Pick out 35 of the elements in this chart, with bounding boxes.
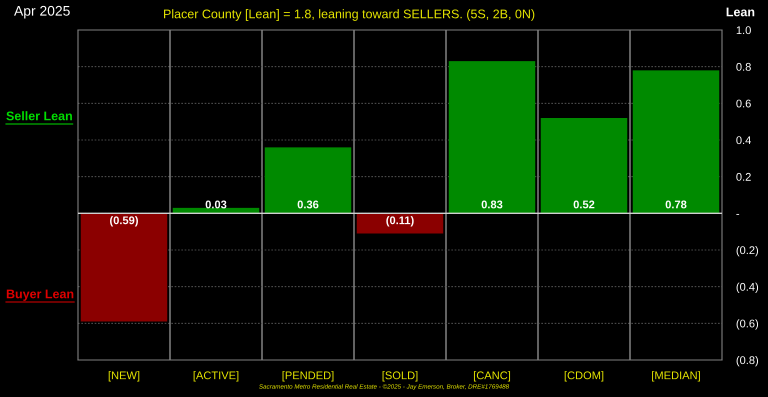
y-tick-label: -: [736, 214, 740, 215]
chart-subtitle: Apr 2025: [14, 6, 70, 18]
bar: [80, 213, 168, 322]
y-tick-label: (0.6): [736, 319, 758, 330]
x-tick-label: [CDOM]: [564, 371, 604, 382]
y-tick-label: 0.6: [736, 100, 751, 108]
data-label: 0.03: [206, 200, 226, 208]
bar: [264, 147, 352, 214]
data-label: (0.11): [386, 216, 414, 226]
x-tick-label: [NEW]: [108, 371, 140, 382]
data-label: (0.59): [110, 216, 138, 226]
x-tick-label: [MEDIAN]: [652, 371, 700, 382]
x-tick-label: [PENDED]: [282, 371, 334, 382]
x-tick-label: [SOLD]: [382, 371, 418, 382]
y-tick-label: 0.8: [736, 62, 751, 71]
data-label: 0.36: [298, 200, 318, 208]
data-label: 0.52: [574, 200, 594, 208]
data-label: 0.78: [666, 200, 686, 208]
y-tick-label: (0.2): [736, 246, 758, 256]
y-tick-label: 0.2: [736, 172, 751, 181]
bar: [540, 118, 628, 214]
y-tick-label: 1.0: [736, 26, 751, 34]
y-tick-label: (0.4): [736, 282, 758, 293]
y-tick-label: 0.4: [736, 136, 752, 144]
bar: [632, 70, 720, 214]
x-tick-label: [ACTIVE]: [194, 371, 238, 382]
bar: [356, 213, 444, 234]
y-axis-title: Lean: [726, 8, 754, 16]
text: Seller Lean: [6, 111, 72, 120]
bar: [448, 61, 536, 214]
chart-title: Placer County [Lean] = 1.8, leaning toward SELLERS. (5S, 2B, 0N): [164, 9, 534, 21]
x-tick-label: [CANC]: [474, 371, 510, 382]
data-label: 0.83: [482, 200, 502, 208]
y-tick-label: (0.8): [736, 356, 758, 366]
text: Buyer Lean: [6, 290, 74, 301]
